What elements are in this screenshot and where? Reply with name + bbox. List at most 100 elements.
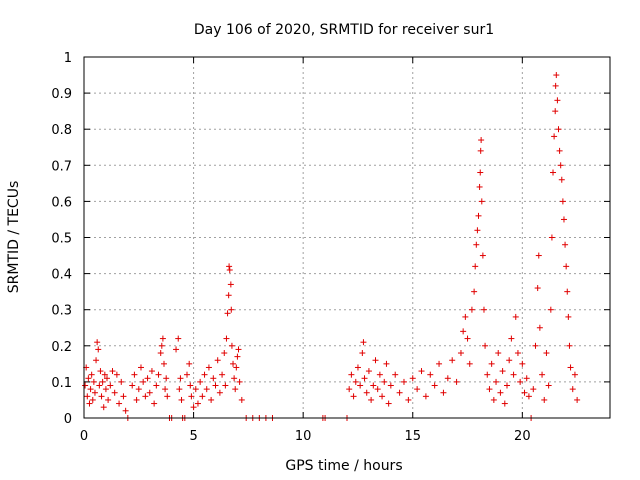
data-point [493,378,500,385]
data-point [140,378,147,385]
data-point [236,378,243,385]
data-point [478,137,485,144]
data-point [557,162,564,169]
data-point [212,382,219,389]
y-tick-label: 0.5 [51,232,72,247]
y-tick-label: 0.3 [51,304,72,319]
data-point [460,328,467,335]
data-point [190,404,197,411]
data-point [94,339,101,346]
data-point [482,342,489,349]
data-point [543,350,550,357]
data-point [462,313,469,320]
data-point [457,350,464,357]
data-point [87,386,94,393]
chart-title: Day 106 of 2020, SRMTID for receiver sur… [194,22,494,38]
data-point [478,198,485,205]
data-point [184,371,191,378]
data-point [449,357,456,364]
data-point [468,306,475,313]
data-point [99,378,106,385]
data-point [131,371,138,378]
data-point [381,378,388,385]
data-point [385,400,392,407]
data-point [228,342,235,349]
data-point [472,263,479,270]
y-axis-label: SRMTID / TECUs [6,181,22,294]
data-point [221,350,228,357]
data-point [370,382,377,389]
data-point [495,350,502,357]
data-point [216,389,223,396]
data-point [464,335,471,342]
data-point [490,396,497,403]
data-point [444,375,451,382]
data-point [418,368,425,375]
data-point [541,396,548,403]
data-point [89,396,96,403]
data-point [484,371,491,378]
data-point [224,310,231,317]
y-tick-label: 1 [64,51,72,66]
y-tick-label: 0.2 [51,340,72,355]
x-tick-label: 15 [404,429,421,444]
x-axis-label: GPS time / hours [285,458,402,474]
data-point [574,396,581,403]
data-point [151,400,158,407]
data-point [186,360,193,367]
data-point [137,364,144,371]
data-point [551,133,558,140]
data-point [473,241,480,248]
data-point [222,382,229,389]
data-point [163,375,170,382]
data-point [535,252,542,259]
data-point [523,375,530,382]
data-point [104,375,111,382]
data-point [177,375,184,382]
data-point [479,252,486,259]
data-point [146,389,153,396]
data-point [201,371,208,378]
data-point [84,393,91,400]
data-point [477,169,484,176]
data-point [525,393,532,400]
data-point [517,378,524,385]
data-point [223,335,230,342]
data-point [550,169,557,176]
data-point [562,241,569,248]
data-point [552,82,559,89]
x-tick-label: 0 [80,429,88,444]
data-point [346,386,353,393]
data-point [486,386,493,393]
data-point [188,393,195,400]
data-point [368,396,375,403]
data-point [436,360,443,367]
data-point [95,346,102,353]
data-point [109,368,116,375]
data-point [565,313,572,320]
y-tick-label: 0.4 [51,268,72,283]
data-point [210,375,217,382]
data-point [475,212,482,219]
y-tick-label: 0.7 [51,159,72,174]
axis-ticks: 00.10.20.30.40.50.60.70.80.910 5 10 15 20 [51,51,610,444]
data-point [164,393,171,400]
data-point [555,126,562,133]
data-point [564,288,571,295]
data-point [422,393,429,400]
data-point [219,371,226,378]
data-point [192,386,199,393]
data-point [365,368,372,375]
x-tick-label: 10 [295,429,312,444]
data-point [567,364,574,371]
data-point [488,360,495,367]
x-tick-label: 20 [514,429,531,444]
data-point [383,360,390,367]
data-point [194,400,201,407]
data-point [480,306,487,313]
data-point [116,400,123,407]
data-point [144,375,151,382]
data-point [91,389,98,396]
data-point [205,364,212,371]
